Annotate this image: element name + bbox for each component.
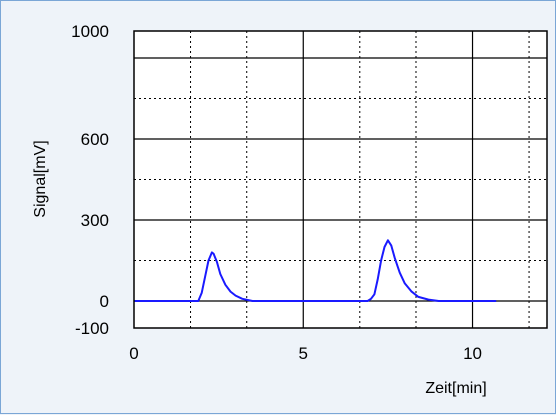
plot-border xyxy=(133,30,548,329)
series-layer xyxy=(134,239,497,302)
y-tick-label: -100 xyxy=(75,319,109,338)
x-tick-label: 10 xyxy=(463,344,482,363)
y-axis-label: Signal[mV] xyxy=(32,140,49,217)
x-tick-label: 5 xyxy=(299,344,308,363)
y-tick-labels: -100 0 300 600 1000 xyxy=(71,22,109,338)
x-axis-label: Zeit[min] xyxy=(425,380,486,397)
y-tick-label: 0 xyxy=(100,292,109,311)
y-tick-label: 600 xyxy=(81,130,109,149)
x-tick-label: 0 xyxy=(129,344,138,363)
x-tick-labels: 0 5 10 xyxy=(129,344,482,363)
series-line-1 xyxy=(134,239,497,302)
y-tick-label: 300 xyxy=(81,211,109,230)
grid-lines xyxy=(134,31,547,328)
y-tick-label: 1000 xyxy=(71,22,109,41)
